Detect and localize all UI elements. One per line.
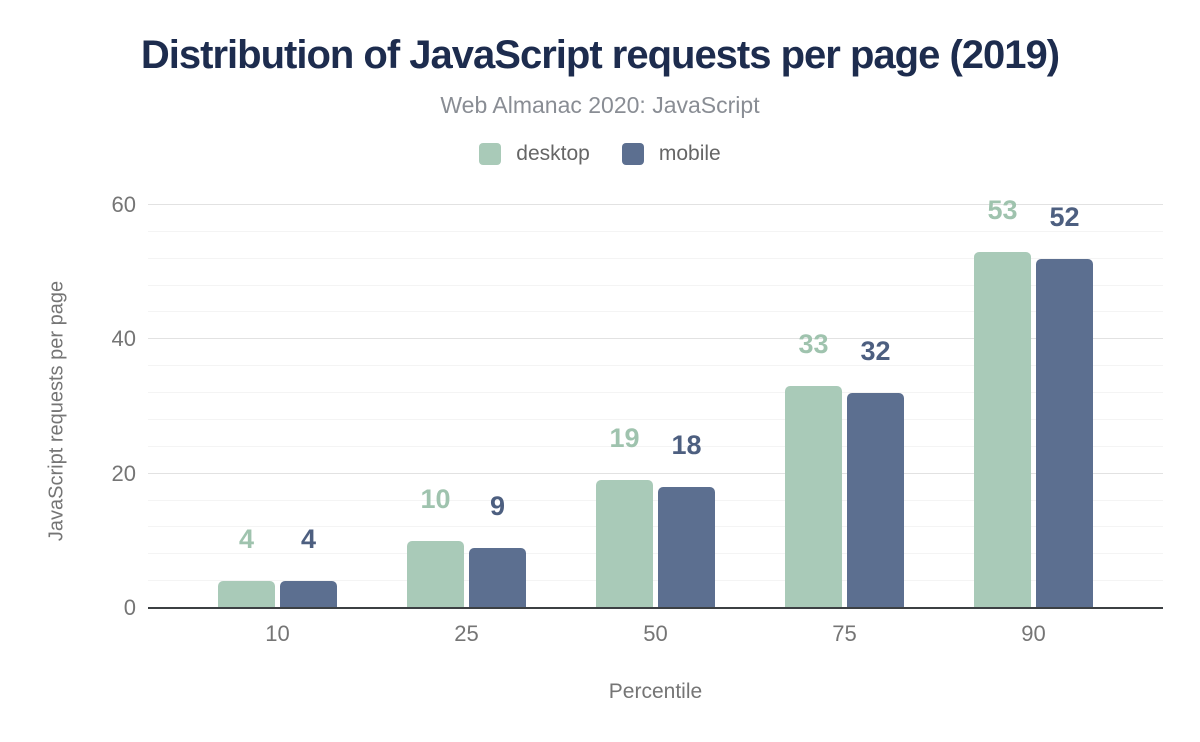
gridline-minor [148, 365, 1163, 367]
x-axis-title: Percentile [608, 680, 703, 703]
bar-group-p25: 10 9 [407, 484, 526, 608]
bar-value-label: 9 [489, 491, 506, 521]
bar-wrap: 4 [218, 524, 275, 608]
bar-wrap: 9 [469, 491, 526, 608]
legend-swatch-mobile [621, 143, 644, 165]
bar-wrap: 53 [974, 195, 1031, 608]
bar-wrap: 4 [280, 524, 337, 608]
bar-value-label: 53 [987, 195, 1018, 225]
bar-wrap: 32 [847, 336, 904, 608]
bar-value-label: 4 [300, 524, 317, 554]
bar-wrap: 18 [658, 430, 715, 608]
gridline-minor [148, 418, 1163, 420]
bar-value-label: 33 [798, 329, 829, 359]
gridline-minor [148, 445, 1163, 447]
bar-value-label: 32 [860, 336, 891, 366]
bar-value-label: 52 [1049, 202, 1080, 232]
bar-mobile-p10[interactable] [280, 581, 337, 608]
y-tick-label: 60 [111, 192, 136, 217]
bars-container: 4 4 10 9 19 18 33 32 53 52 [183, 195, 1128, 608]
gridline-minor [148, 499, 1163, 501]
gridline-minor [148, 230, 1163, 232]
gridline-major [148, 338, 1163, 340]
gridline-minor [148, 392, 1163, 394]
legend-label: desktop [516, 142, 590, 165]
gridline-minor [148, 553, 1163, 555]
bar-mobile-p75[interactable] [847, 393, 904, 608]
x-tick-label: 75 [832, 621, 857, 646]
chart-title: Distribution of JavaScript requests per … [140, 33, 1060, 77]
x-tick-label: 50 [643, 621, 668, 646]
plot-area: 4 4 10 9 19 18 33 32 53 52 [148, 195, 1163, 609]
bar-value-label: 4 [238, 524, 255, 554]
bar-mobile-p90[interactable] [1036, 259, 1093, 608]
bar-wrap: 19 [596, 423, 653, 608]
x-tick-label: 90 [1021, 621, 1046, 646]
bar-wrap: 52 [1036, 202, 1093, 608]
bar-value-label: 18 [671, 430, 702, 460]
gridline-minor [148, 526, 1163, 528]
legend: desktop mobile [0, 142, 1200, 166]
bar-group-p75: 33 32 [785, 329, 904, 608]
gridline-minor [148, 311, 1163, 313]
bar-desktop-p90[interactable] [974, 252, 1031, 608]
y-axis-title: JavaScript requests per page [45, 280, 68, 542]
gridline-major [148, 472, 1163, 474]
legend-item-mobile[interactable]: mobile [621, 142, 721, 166]
bar-wrap: 10 [407, 484, 464, 608]
legend-label: mobile [658, 142, 721, 165]
y-tick-label: 0 [123, 595, 136, 620]
bar-wrap: 33 [785, 329, 842, 608]
x-tick-label: 10 [265, 621, 290, 646]
legend-swatch-desktop [479, 143, 502, 165]
bar-group-p50: 19 18 [596, 423, 715, 608]
gridline-minor [148, 257, 1163, 259]
bar-mobile-p25[interactable] [469, 548, 526, 608]
x-tick-label: 25 [454, 621, 479, 646]
bar-desktop-p10[interactable] [218, 581, 275, 608]
bar-mobile-p50[interactable] [658, 487, 715, 608]
bar-value-label: 10 [420, 484, 451, 514]
bar-desktop-p50[interactable] [596, 480, 653, 608]
gridline-minor [148, 580, 1163, 582]
bar-group-p90: 53 52 [974, 195, 1093, 608]
bar-desktop-p25[interactable] [407, 541, 464, 608]
legend-item-desktop[interactable]: desktop [479, 142, 590, 166]
y-tick-label: 40 [111, 326, 136, 352]
bar-desktop-p75[interactable] [785, 386, 842, 608]
gridline-minor [148, 284, 1163, 286]
chart-subtitle: Web Almanac 2020: JavaScript [440, 92, 760, 118]
gridline-major [148, 204, 1163, 205]
y-tick-label: 20 [111, 460, 136, 486]
bar-value-label: 19 [609, 423, 640, 453]
